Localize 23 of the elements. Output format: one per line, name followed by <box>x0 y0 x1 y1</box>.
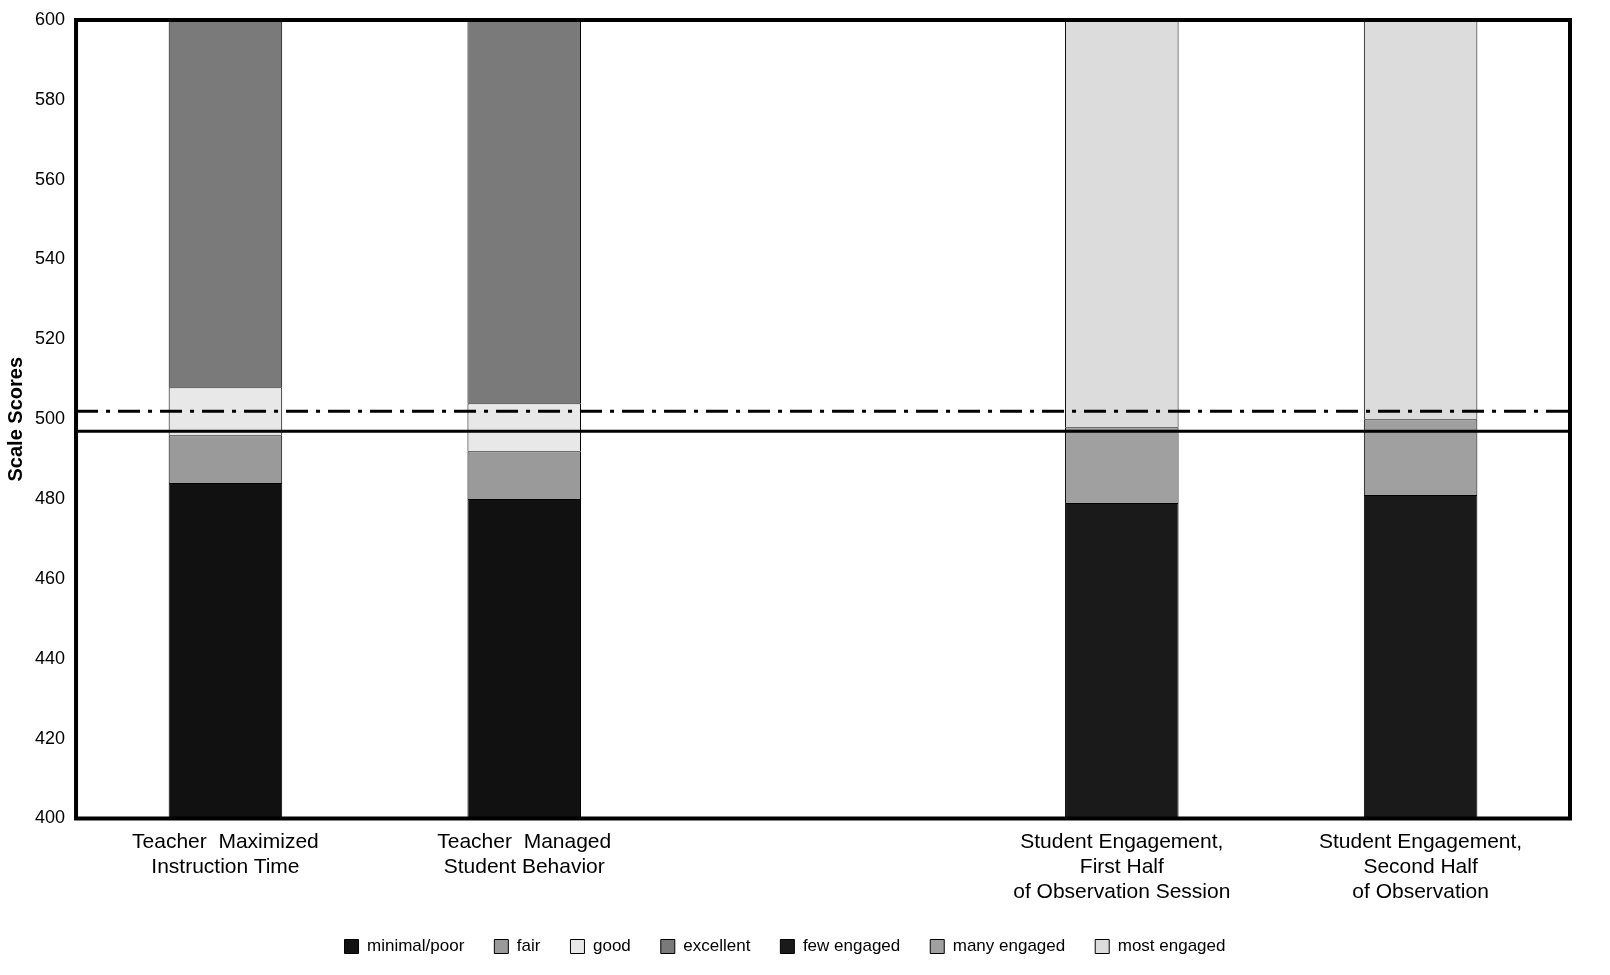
legend-label: excellent <box>683 936 751 956</box>
y-axis-title: Scale Scores <box>3 356 26 482</box>
y-tick-label: 540 <box>34 248 66 269</box>
x-tick-label: Student Engagement, Second Half of Observation <box>1319 828 1523 903</box>
y-tick-label: 520 <box>34 328 66 349</box>
legend-label: most engaged <box>1117 936 1226 956</box>
y-tick-label: 480 <box>34 488 66 509</box>
y-tick-label: 400 <box>34 807 66 828</box>
y-tick-label: 560 <box>34 168 66 189</box>
legend-label: many engaged <box>952 936 1066 956</box>
y-tick-label: 600 <box>34 8 66 29</box>
legend-label: good <box>592 936 631 956</box>
legend-label: minimal/poor <box>367 936 465 956</box>
x-tick-label: Teacher Managed Student Behavior <box>437 828 612 877</box>
y-tick-label: 500 <box>34 408 66 429</box>
x-tick-label: Student Engagement, First Half of Observation Session <box>1013 828 1231 903</box>
y-tick-label: 420 <box>34 727 66 748</box>
y-tick-label: 580 <box>34 88 66 109</box>
x-tick-label: Teacher Maximized Instruction Time <box>132 828 319 877</box>
y-tick-label: 460 <box>34 567 66 588</box>
legend-label: fair <box>516 936 541 956</box>
legend-label: few engaged <box>802 936 901 956</box>
y-tick-label: 440 <box>34 647 66 668</box>
